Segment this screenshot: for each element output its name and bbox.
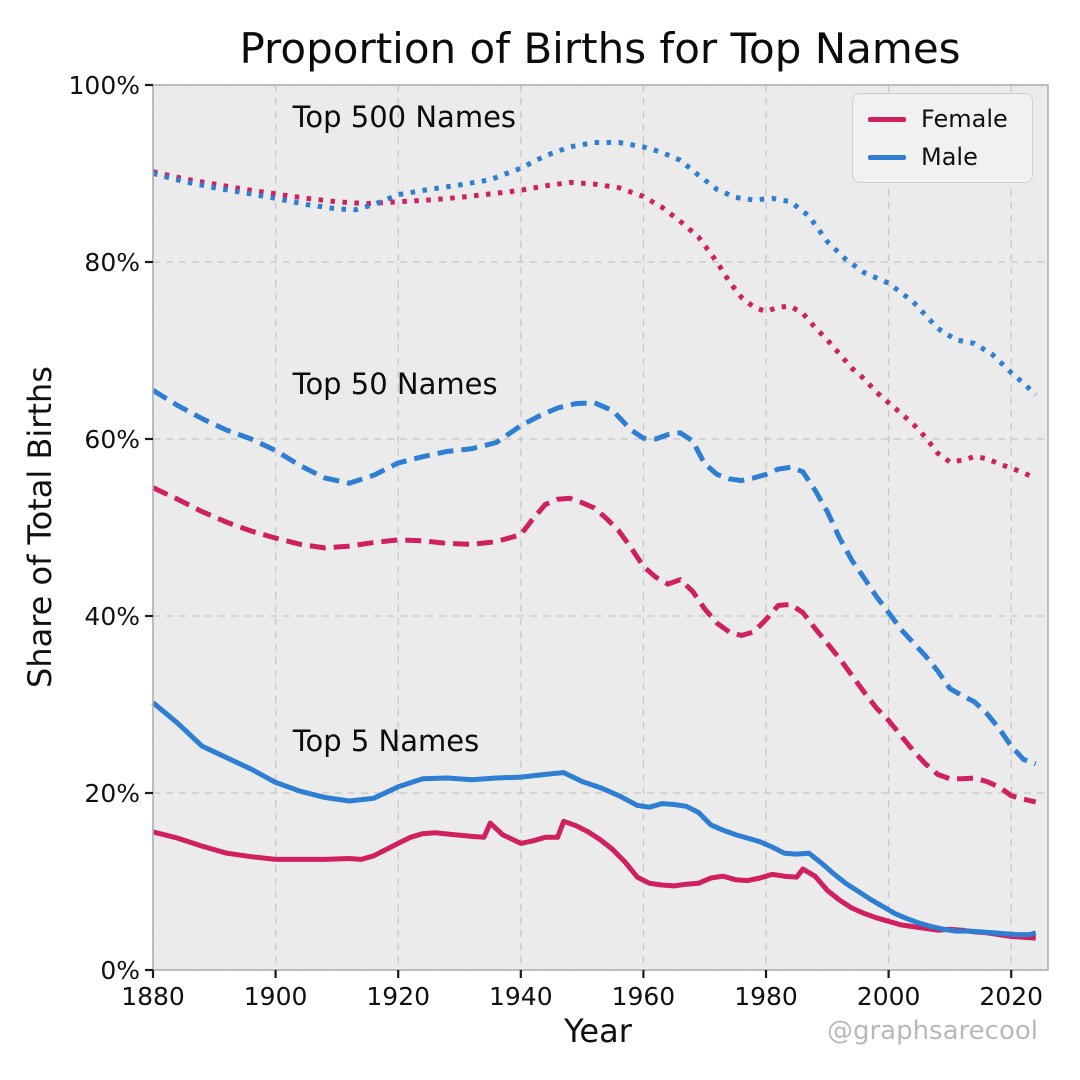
x-tick-label: 1920	[366, 982, 430, 1011]
male-line-swatch	[868, 154, 906, 160]
x-tick-label: 1900	[244, 982, 308, 1011]
line-top-50-names-male	[151, 388, 1037, 767]
legend-item-female: Female	[868, 105, 1017, 133]
tick-labels: 1880 1900 1920 1940 1960 1980 2000 2020 0% 20% 40%…	[69, 71, 1044, 1011]
plot-background	[153, 85, 1048, 970]
x-tick-label: 1880	[121, 982, 185, 1011]
axes-spines	[152, 84, 1049, 971]
watermark: @graphsarecool	[826, 1016, 1038, 1046]
x-axis-title: Year	[564, 1012, 632, 1050]
annotations: Top 500 Names Top 50 Names Top 5 Names	[292, 100, 516, 758]
line-top-5-names-male	[151, 700, 1037, 938]
annotation-top-5-names: Top 5 Names	[292, 724, 480, 758]
x-tick-label: 1980	[734, 982, 798, 1011]
line-top-50-names-female	[151, 485, 1037, 805]
y-tick-label: 100%	[69, 71, 140, 100]
legend: Female Male	[852, 93, 1033, 183]
y-tick-label: 0%	[100, 956, 140, 985]
annotation-top-50-names: Top 50 Names	[292, 367, 498, 401]
legend-label-male: Male	[921, 143, 978, 171]
x-tick-label: 1940	[489, 982, 553, 1011]
legend-item-male: Male	[868, 143, 1017, 171]
y-tick-label: 40%	[84, 602, 140, 631]
x-tick-label: 1960	[612, 982, 676, 1011]
line-top-500-names-female	[152, 169, 1037, 482]
y-tick-label: 60%	[84, 425, 140, 454]
y-tick-label: 80%	[84, 248, 140, 277]
x-tick-label: 2000	[857, 982, 921, 1011]
line-top-5-names-female	[152, 818, 1036, 941]
chart-title: Proportion of Births for Top Names	[239, 24, 961, 73]
female-line-swatch	[868, 116, 906, 122]
annotation-top-500-names: Top 500 Names	[292, 100, 516, 134]
y-tick-label: 20%	[84, 779, 140, 808]
series-lines	[151, 140, 1038, 941]
tick-marks	[145, 83, 1013, 978]
x-tick-label: 2020	[979, 982, 1043, 1011]
y-axis-title: Share of Total Births	[21, 366, 59, 688]
legend-label-female: Female	[921, 105, 1008, 133]
